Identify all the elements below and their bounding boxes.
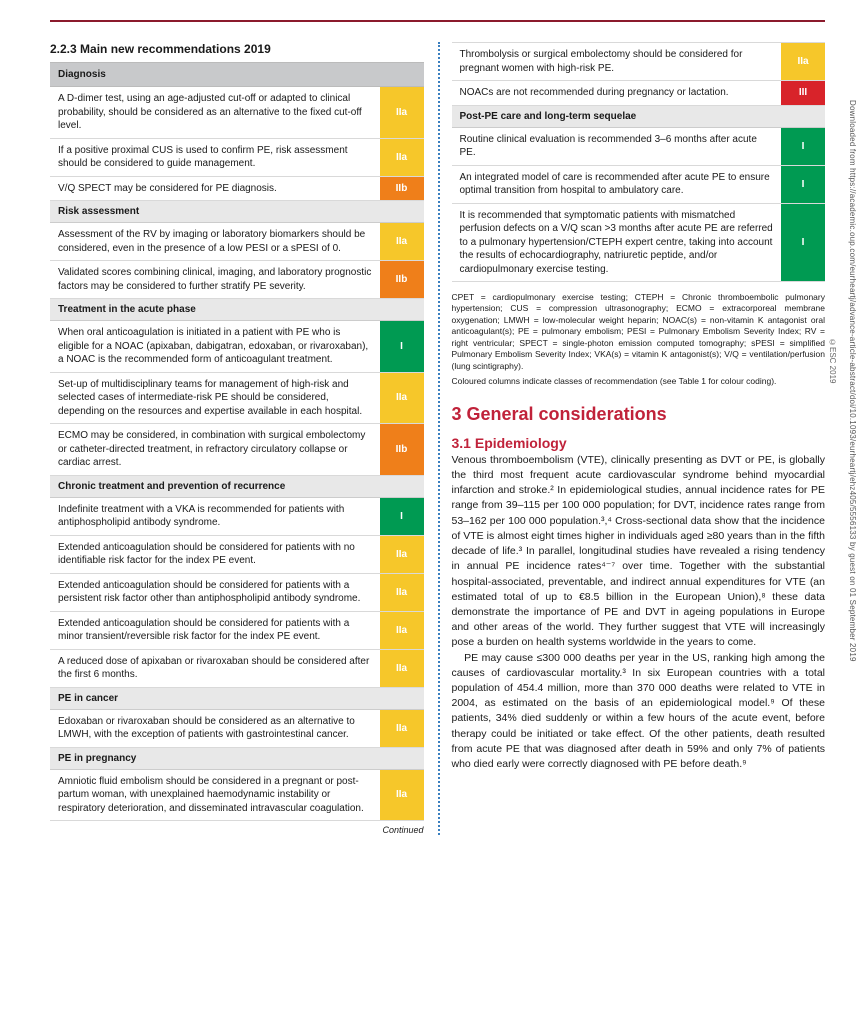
class-badge: I — [781, 127, 825, 165]
group-header: Diagnosis — [50, 63, 424, 87]
class-badge: IIa — [380, 372, 424, 424]
epidemiology-para-1: Venous thromboembolism (VTE), clinically… — [452, 453, 826, 651]
recommendations-table-left: DiagnosisA D-dimer test, using an age-ad… — [50, 62, 424, 821]
table-row: If a positive proximal CUS is used to co… — [50, 138, 424, 176]
recommendation-text: Extended anticoagulation should be consi… — [50, 611, 380, 649]
recommendation-text: Edoxaban or rivaroxaban should be consid… — [50, 709, 380, 747]
recommendation-text: Indefinite treatment with a VKA is recom… — [50, 497, 380, 535]
recommendation-text: Extended anticoagulation should be consi… — [50, 573, 380, 611]
class-badge: IIa — [781, 43, 825, 81]
recommendation-text: Assessment of the RV by imaging or labor… — [50, 223, 380, 261]
group-header: PE in pregnancy — [50, 747, 424, 769]
table-row: An integrated model of care is recommend… — [452, 165, 826, 203]
recommendation-text: Extended anticoagulation should be consi… — [50, 535, 380, 573]
group-header: Chronic treatment and prevention of recu… — [50, 475, 424, 497]
table-row: Extended anticoagulation should be consi… — [50, 535, 424, 573]
table-row: Indefinite treatment with a VKA is recom… — [50, 497, 424, 535]
table-row: Extended anticoagulation should be consi… — [50, 611, 424, 649]
class-badge: I — [380, 321, 424, 373]
recommendation-text: Set-up of multidisciplinary teams for ma… — [50, 372, 380, 424]
recommendation-text: Thrombolysis or surgical embolectomy sho… — [452, 43, 782, 81]
continued-label: Continued — [50, 825, 424, 835]
class-badge: IIa — [380, 573, 424, 611]
recommendation-text: When oral anticoagulation is initiated i… — [50, 321, 380, 373]
section-number-heading: 2.2.3 Main new recommendations 2019 — [50, 42, 424, 56]
esc-copyright: ©ESC 2019 — [828, 338, 837, 383]
table-row: It is recommended that symptomatic patie… — [452, 203, 826, 282]
recommendation-text: A D-dimer test, using an age-adjusted cu… — [50, 87, 380, 139]
recommendation-text: It is recommended that symptomatic patie… — [452, 203, 782, 282]
top-rule — [50, 20, 825, 22]
recommendation-text: Routine clinical evaluation is recommend… — [452, 127, 782, 165]
table-row: Assessment of the RV by imaging or labor… — [50, 223, 424, 261]
table-row: NOACs are not recommended during pregnan… — [452, 81, 826, 106]
download-citation: Downloaded from https://academic.oup.com… — [848, 100, 857, 662]
class-badge: IIb — [380, 176, 424, 201]
class-badge: I — [380, 497, 424, 535]
table-row: Amniotic fluid embolism should be consid… — [50, 769, 424, 821]
table-row: Set-up of multidisciplinary teams for ma… — [50, 372, 424, 424]
recommendation-text: If a positive proximal CUS is used to co… — [50, 138, 380, 176]
class-badge: IIa — [380, 138, 424, 176]
table-row: Thrombolysis or surgical embolectomy sho… — [452, 43, 826, 81]
recommendation-text: NOACs are not recommended during pregnan… — [452, 81, 782, 106]
table-row: A D-dimer test, using an age-adjusted cu… — [50, 87, 424, 139]
class-badge: IIa — [380, 769, 424, 821]
recommendations-table-right: Thrombolysis or surgical embolectomy sho… — [452, 42, 826, 282]
section-3-1-heading: 3.1 Epidemiology — [452, 435, 826, 451]
abbreviations-block: CPET = cardiopulmonary exercise testing;… — [452, 292, 826, 372]
table-row: Edoxaban or rivaroxaban should be consid… — [50, 709, 424, 747]
group-header: PE in cancer — [50, 687, 424, 709]
class-badge: IIb — [380, 261, 424, 299]
class-badge: III — [781, 81, 825, 106]
class-badge: I — [781, 203, 825, 282]
recommendation-text: Amniotic fluid embolism should be consid… — [50, 769, 380, 821]
recommendation-text: ECMO may be considered, in combination w… — [50, 424, 380, 476]
table-row: Routine clinical evaluation is recommend… — [452, 127, 826, 165]
class-badge: IIa — [380, 649, 424, 687]
group-header: Treatment in the acute phase — [50, 299, 424, 321]
class-badge: IIa — [380, 535, 424, 573]
right-column: Thrombolysis or surgical embolectomy sho… — [438, 42, 826, 835]
class-badge: I — [781, 165, 825, 203]
table-row: V/Q SPECT may be considered for PE diagn… — [50, 176, 424, 201]
table-row: When oral anticoagulation is initiated i… — [50, 321, 424, 373]
two-column-layout: 2.2.3 Main new recommendations 2019 Diag… — [50, 42, 825, 835]
class-badge: IIa — [380, 611, 424, 649]
group-header: Risk assessment — [50, 201, 424, 223]
recommendation-text: Validated scores combining clinical, ima… — [50, 261, 380, 299]
section-3-heading: 3 General considerations — [452, 404, 826, 425]
left-column: 2.2.3 Main new recommendations 2019 Diag… — [50, 42, 424, 835]
table-row: ECMO may be considered, in combination w… — [50, 424, 424, 476]
class-badge: IIa — [380, 223, 424, 261]
table-row: Extended anticoagulation should be consi… — [50, 573, 424, 611]
epidemiology-para-2: PE may cause ≤300 000 deaths per year in… — [452, 651, 826, 773]
colour-coding-note: Coloured columns indicate classes of rec… — [452, 376, 826, 387]
class-badge: IIb — [380, 424, 424, 476]
recommendation-text: An integrated model of care is recommend… — [452, 165, 782, 203]
class-badge: IIa — [380, 709, 424, 747]
recommendation-text: A reduced dose of apixaban or rivaroxaba… — [50, 649, 380, 687]
table-row: A reduced dose of apixaban or rivaroxaba… — [50, 649, 424, 687]
table-row: Validated scores combining clinical, ima… — [50, 261, 424, 299]
group-header: Post-PE care and long-term sequelae — [452, 105, 826, 127]
recommendation-text: V/Q SPECT may be considered for PE diagn… — [50, 176, 380, 201]
class-badge: IIa — [380, 87, 424, 139]
